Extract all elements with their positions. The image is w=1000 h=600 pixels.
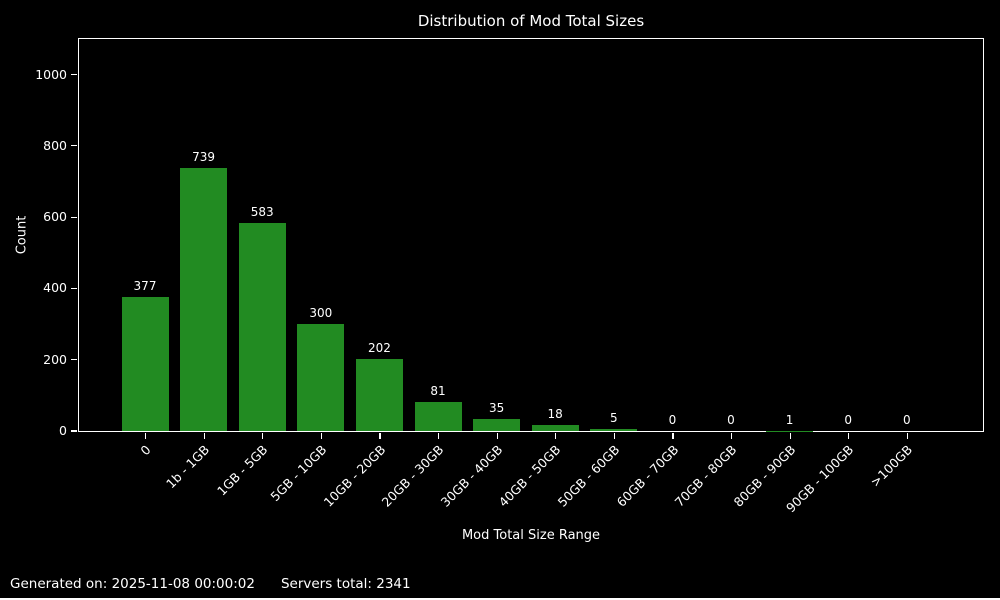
x-tick-label: 70GB - 80GB (671, 442, 740, 510)
x-tick (262, 433, 264, 439)
x-tick (379, 433, 381, 439)
chart-title: Distribution of Mod Total Sizes (417, 12, 645, 30)
x-tick (848, 433, 850, 439)
x-tick (906, 433, 908, 439)
x-axis-label: Mod Total Size Range (461, 528, 601, 543)
bar (414, 402, 462, 431)
bar-value-label: 81 (430, 384, 446, 399)
bar-value-label: 1 (785, 412, 794, 427)
x-tick-label: 5GB - 10GB (267, 442, 330, 505)
x-tick-label: 0 (137, 442, 154, 459)
x-tick-label: 1b - 1GB (163, 442, 213, 492)
bar (180, 167, 228, 431)
bar-value-label: 583 (250, 205, 274, 220)
footer-status-text: Generated on: 2025-11-08 00:00:02 Servers… (10, 576, 411, 592)
bar-value-label: 0 (668, 413, 677, 427)
bar-value-label: 739 (192, 149, 216, 164)
x-tick-label: 30GB - 40GB (437, 442, 506, 510)
bar-value-label: 377 (133, 278, 157, 293)
x-tick (555, 433, 557, 439)
y-tick-label: 200 (43, 351, 67, 367)
y-tick-label: 600 (43, 209, 67, 225)
bar (473, 418, 521, 431)
x-tick-label: 20GB - 30GB (378, 442, 447, 510)
x-tick (789, 433, 791, 439)
x-tick-label: 1GB - 5GB (214, 442, 271, 499)
servers-total: Servers total: 2341 (280, 576, 411, 592)
y-tick (71, 359, 77, 361)
y-tick-label: 800 (43, 137, 67, 153)
bar-value-label: 0 (844, 413, 852, 427)
x-tick-label: 50GB - 60GB (554, 442, 623, 510)
y-tick (71, 287, 77, 290)
y-tick (71, 74, 77, 76)
plot-area: 377 0 739 1b - 1GB 583 1GB - 5GB 300 5GB - 10GB… (35, 38, 984, 515)
generated-timestamp: Generated on: 2025-11-08 00:00:02 (10, 576, 255, 592)
bar (355, 359, 403, 431)
y-tick (71, 216, 77, 218)
bar (121, 296, 169, 431)
bar (590, 429, 638, 431)
x-tick (672, 433, 674, 439)
y-tick-label: 1000 (35, 66, 67, 82)
x-tick (438, 433, 440, 439)
x-tick (613, 433, 615, 439)
x-tick (145, 433, 147, 439)
x-tick-label: 10GB - 20GB (320, 442, 388, 510)
bar-value-label: 300 (309, 306, 333, 321)
bar-value-label: 18 (547, 406, 563, 421)
bar-value-label: 0 (727, 413, 735, 427)
bar-value-label: 5 (609, 411, 618, 426)
x-tick-label: 40GB - 50GB (496, 442, 564, 510)
y-tick (71, 145, 77, 147)
bar (531, 424, 579, 431)
bar (297, 324, 345, 431)
x-tick (320, 433, 322, 439)
x-tick (496, 433, 498, 439)
bar-value-label: 202 (367, 341, 391, 356)
bar (238, 223, 286, 431)
x-tick (731, 433, 733, 439)
bar-value-label: 0 (902, 413, 911, 427)
y-tick (71, 430, 77, 432)
x-tick (203, 433, 205, 439)
bottom-divider (0, 598, 1000, 600)
y-tick-label: 400 (43, 280, 67, 296)
x-tick-label: >100GB (867, 442, 916, 490)
y-tick-label: 0 (59, 423, 67, 438)
x-tick-label: 60GB - 70GB (613, 442, 681, 510)
bar-value-label: 35 (488, 400, 505, 415)
